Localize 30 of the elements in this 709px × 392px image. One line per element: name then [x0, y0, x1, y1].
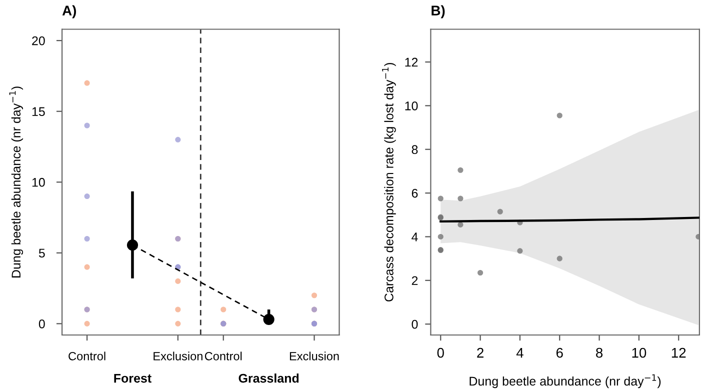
x-tick-label: 8: [596, 348, 603, 358]
x-tick-label: 10: [632, 348, 646, 358]
y-tick-label: 6: [412, 188, 418, 198]
y-axis-title: Dung beetle abundance (nr day$^{−1}$): [9, 86, 24, 278]
y-tick-label: 0: [412, 320, 418, 329]
x-tick-label: Exclusion: [154, 352, 202, 360]
chart-title: A): [62, 5, 76, 18]
x-tick-label: 6: [556, 348, 563, 358]
x-tick-label: Control: [68, 352, 106, 360]
y-tick-label: 12: [405, 58, 418, 67]
x-tick-label: 0: [437, 348, 444, 358]
text: Forest: [114, 374, 152, 383]
y-tick-label: 2: [412, 276, 418, 285]
y-tick-label: 5: [38, 248, 45, 258]
text: Grassland: [238, 374, 299, 383]
x-tick-label: 12: [672, 348, 686, 358]
y-tick-label: 15: [32, 107, 45, 116]
y-tick-label: 0: [38, 319, 45, 328]
y-axis-title: Carcass decomposition rate (kg lost day$^{−1}$): [382, 62, 396, 302]
y-tick-label: 10: [405, 101, 418, 110]
y-tick-label: 10: [32, 178, 45, 187]
y-tick-label: 4: [412, 232, 418, 242]
x-tick-label: 4: [516, 348, 524, 358]
x-tick-label: Exclusion: [290, 352, 339, 360]
y-tick-label: 8: [412, 145, 418, 154]
x-axis-title: Dung beetle abundance (nr day$^{−1}$): [470, 374, 661, 388]
y-tick-label: 20: [32, 36, 45, 46]
x-tick-label: 2: [477, 348, 484, 358]
x-tick-label: Control: [204, 352, 242, 360]
chart-title: B): [432, 5, 445, 18]
